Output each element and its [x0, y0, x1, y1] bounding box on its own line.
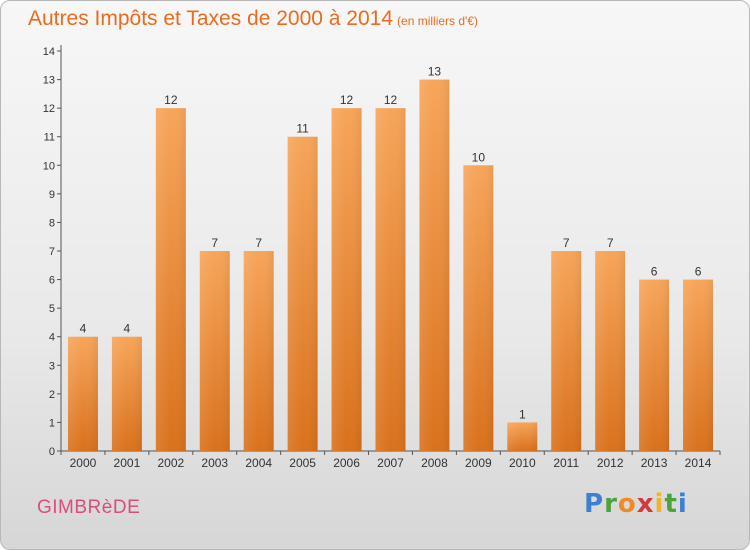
bar-highlight — [67, 336, 98, 451]
logo-letter: x — [636, 489, 655, 519]
y-tick-label: 5 — [49, 303, 55, 315]
y-tick-label: 0 — [49, 446, 55, 458]
data-label: 7 — [563, 236, 570, 250]
logo-letter: i — [677, 489, 688, 519]
y-tick-label: 6 — [49, 275, 55, 287]
y-tick-label: 10 — [43, 160, 55, 172]
x-tick-label: 2001 — [114, 456, 141, 470]
unit-label: (en milliers d'€) — [397, 14, 479, 28]
bar-highlight — [375, 108, 406, 452]
title-text: Autres Impôts et Taxes de 2000 à 2014 — [28, 7, 394, 30]
data-label: 6 — [651, 265, 658, 279]
data-label: 1 — [519, 407, 526, 421]
x-tick-label: 2007 — [377, 456, 404, 470]
x-tick-label: 2013 — [641, 456, 668, 470]
bar-highlight — [199, 251, 230, 451]
bar-highlight — [419, 79, 450, 452]
data-label: 12 — [164, 93, 178, 107]
data-label: 4 — [80, 322, 87, 336]
y-tick-label: 2 — [49, 389, 55, 401]
y-tick-label: 9 — [49, 189, 55, 201]
y-tick-label: 11 — [44, 132, 55, 144]
y-tick-label: 12 — [43, 103, 55, 115]
x-tick-label: 2003 — [201, 456, 228, 470]
bar-highlight — [595, 251, 626, 451]
bar-highlight — [507, 422, 538, 451]
data-label: 6 — [695, 265, 702, 279]
x-tick-label: 2010 — [509, 456, 536, 470]
data-label: 11 — [296, 122, 309, 136]
bar-highlight — [331, 108, 362, 452]
bar-highlight — [683, 279, 714, 451]
y-tick-label: 3 — [49, 360, 55, 372]
data-label: 4 — [124, 322, 131, 336]
commune-name: GIMBRèDE — [37, 497, 141, 518]
data-label: 12 — [384, 93, 398, 107]
proxiti-logo: Proxiti — [584, 489, 688, 519]
bar-highlight — [639, 279, 670, 451]
bar-highlight — [243, 251, 274, 451]
data-label: 7 — [607, 236, 614, 250]
y-tick-label: 4 — [49, 332, 55, 344]
x-tick-label: 2011 — [553, 456, 579, 470]
data-label: 7 — [211, 236, 218, 250]
logo-letter: o — [617, 489, 637, 519]
data-label: 7 — [255, 236, 262, 250]
data-label: 10 — [472, 150, 486, 164]
x-tick-label: 2006 — [333, 456, 360, 470]
x-tick-label: 2005 — [289, 456, 316, 470]
data-label: 12 — [340, 93, 354, 107]
x-tick-label: 2009 — [465, 456, 492, 470]
y-tick-label: 13 — [43, 75, 55, 87]
logo-letter: r — [604, 489, 618, 519]
bar-highlight — [111, 336, 142, 451]
y-tick-label: 1 — [49, 417, 55, 429]
y-tick-label: 7 — [49, 246, 55, 258]
x-tick-label: 2014 — [685, 456, 712, 470]
x-tick-label: 2002 — [157, 456, 184, 470]
x-tick-label: 2012 — [597, 456, 624, 470]
bar-highlight — [551, 251, 582, 451]
x-tick-label: 2000 — [70, 456, 97, 470]
x-tick-label: 2008 — [421, 456, 448, 470]
logo-letter: P — [584, 489, 605, 519]
bar-highlight — [287, 136, 318, 451]
bar-highlight — [155, 108, 186, 452]
bar-highlight — [463, 165, 494, 452]
x-tick-label: 2004 — [245, 456, 272, 470]
logo-letter: i — [654, 489, 665, 519]
y-tick-label: 8 — [49, 217, 55, 229]
logo-letter: t — [664, 489, 678, 519]
chart-title: Autres Impôts et Taxes de 2000 à 2014 (en… — [28, 7, 478, 31]
data-label: 13 — [428, 65, 442, 79]
y-tick-label: 14 — [43, 46, 55, 58]
